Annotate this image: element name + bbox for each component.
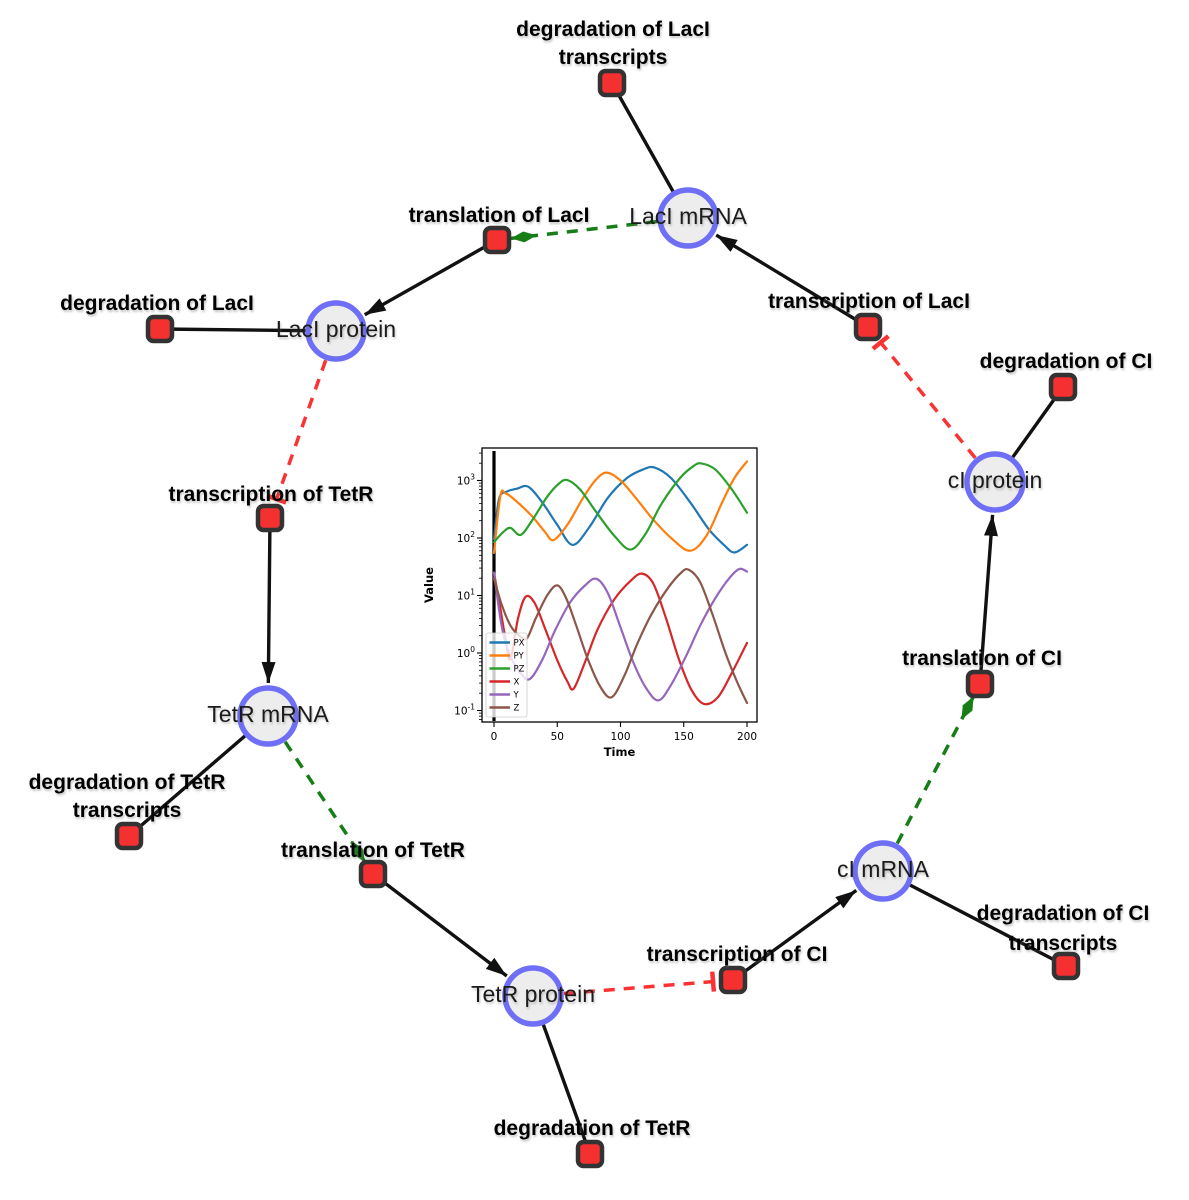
y-axis-tick-label: 101 — [457, 588, 475, 603]
reaction-label-translation_tetr: translation of TetR — [281, 839, 465, 862]
reaction-node-deg_laci[interactable] — [145, 314, 175, 344]
edge-modifier-laci_mrna-translation_laci — [510, 219, 658, 243]
legend-label-Z: Z — [514, 704, 520, 714]
y-axis-tick-label: 102 — [457, 530, 475, 545]
reaction-label-translation_ci: translation of CI — [902, 647, 1062, 670]
species-label-laci_mrna: LacI mRNA — [629, 203, 747, 229]
plot-legend: PX PY PZ XYZ — [485, 632, 528, 718]
reaction-label-deg_ci_tx: degradation of CI — [977, 902, 1150, 925]
species-node-tetr_protein[interactable] — [502, 965, 564, 1027]
edge-modifier-ci_mrna-translation_ci — [895, 695, 976, 845]
legend-label-Y: Y — [513, 691, 520, 701]
reaction-label-deg_tetr_tx: degradation of TetR — [29, 771, 226, 794]
reaction-node-deg_ci[interactable] — [1048, 372, 1078, 402]
plot-series-PZ — [492, 462, 749, 551]
legend-label-X: X — [514, 678, 520, 688]
x-axis-tick-label: 150 — [674, 731, 694, 743]
reaction-node-deg_tetr[interactable] — [575, 1139, 605, 1169]
legend-label-PY: PY — [514, 652, 525, 662]
species-node-tetr_mrna[interactable] — [237, 685, 299, 747]
x-axis-label: Time — [604, 745, 636, 759]
reaction-node-transcription_ci[interactable] — [718, 965, 748, 995]
y-axis-tick-label: 103 — [457, 473, 475, 488]
legend-label-PX: PX — [514, 639, 525, 649]
reaction-label-deg_tetr_tx-line2: transcripts — [73, 799, 182, 822]
reaction-node-translation_tetr[interactable] — [358, 859, 388, 889]
y-axis-tick-label: 10-1 — [454, 703, 475, 718]
reaction-node-transcription_laci[interactable] — [853, 312, 883, 342]
edge-production-translation_ci-ci_protein — [978, 514, 998, 685]
y-axis-tick-label: 100 — [457, 645, 475, 660]
edge-production-transcription_ci-ci_mrna — [732, 889, 858, 982]
edge-production-transcription_laci-laci_mrna — [715, 233, 869, 329]
x-axis-tick-label: 200 — [737, 731, 757, 743]
reaction-label-transcription_laci: transcription of LacI — [768, 290, 970, 313]
legend-label-PZ: PZ — [514, 665, 525, 675]
species-node-laci_mrna[interactable] — [657, 187, 719, 249]
reaction-label-deg_laci: degradation of LacI — [60, 292, 254, 315]
reaction-node-translation_laci[interactable] — [482, 225, 512, 255]
reaction-label-transcription_tetr: transcription of TetR — [169, 483, 374, 506]
legend-box — [485, 632, 528, 718]
reaction-node-transcription_tetr[interactable] — [255, 503, 285, 533]
reaction-node-deg_tetr_tx[interactable] — [114, 821, 144, 851]
species-node-ci_mrna[interactable] — [852, 840, 914, 902]
reaction-node-deg_ci_tx[interactable] — [1051, 951, 1081, 981]
edge-inhibition-ci_protein-transcription_laci — [871, 334, 977, 460]
plot-background — [482, 448, 757, 722]
y-axis-label: Value — [422, 567, 436, 603]
reaction-label-deg_laci_tx-line2: transcripts — [559, 46, 668, 69]
edge-inhibition-laci_protein-transcription_tetr — [266, 359, 328, 505]
reaction-node-translation_ci[interactable] — [965, 669, 995, 699]
edge-production-translation_tetr-tetr_protein — [371, 872, 508, 978]
species-node-ci_protein[interactable] — [964, 451, 1026, 513]
reaction-label-deg_ci: degradation of CI — [980, 350, 1153, 373]
species-label-tetr_mrna: TetR mRNA — [207, 701, 329, 727]
nodes-layer — [114, 68, 1081, 1169]
x-axis-tick-label: 100 — [610, 731, 630, 743]
reaction-label-deg_ci_tx-line2: transcripts — [1009, 932, 1118, 955]
species-label-ci_protein: cI protein — [948, 467, 1043, 493]
plot-series-PY — [492, 460, 749, 555]
species-label-ci_mrna: cI mRNA — [837, 856, 930, 882]
species-label-tetr_protein: TetR protein — [471, 981, 595, 1007]
reaction-label-deg_tetr: degradation of TetR — [494, 1117, 691, 1140]
edge-production-transcription_tetr-tetr_mrna — [261, 517, 276, 684]
edge-inhibition-tetr_protein-transcription_ci — [563, 971, 717, 996]
edge-production-translation_laci-laci_protein — [363, 238, 498, 317]
labels-layer: LacI mRNA LacI protein TetR mRNA TetR prote… — [29, 18, 1153, 1140]
edge-modifier-tetr_mrna-translation_tetr — [283, 740, 367, 864]
species-node-laci_protein[interactable] — [305, 300, 367, 362]
reaction-label-translation_laci: translation of LacI — [409, 204, 590, 227]
reaction-label-transcription_ci: transcription of CI — [647, 943, 828, 966]
x-axis-tick-label: 50 — [551, 731, 564, 743]
reaction-node-deg_laci_tx[interactable] — [597, 68, 627, 98]
species-label-laci_protein: LacI protein — [276, 316, 396, 342]
plot-series-X — [492, 571, 749, 706]
plot-frame — [481, 447, 758, 723]
x-axis-tick-label: 0 — [491, 731, 498, 743]
reaction-label-deg_laci_tx: degradation of LacI — [516, 18, 710, 41]
edge-consumption-ci_mrna-deg_ci_tx — [882, 869, 1067, 968]
